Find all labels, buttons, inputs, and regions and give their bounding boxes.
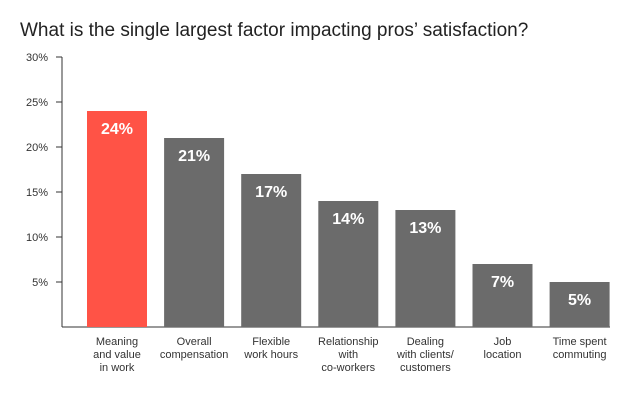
- data-label: 13%: [409, 220, 441, 237]
- data-label: 14%: [332, 211, 364, 228]
- data-label: 21%: [178, 148, 210, 165]
- x-category-label-line: and value: [93, 349, 141, 361]
- bars: [87, 111, 610, 327]
- bar: [318, 201, 379, 327]
- y-tick-label: 15%: [26, 187, 48, 199]
- x-category-label-line: Relationship: [318, 336, 379, 348]
- x-category-label-line: location: [484, 349, 522, 361]
- x-category-label: Meaning and value in work: [93, 336, 141, 374]
- x-category-label: Time spent commuting: [553, 336, 607, 361]
- x-category-label: Overall compensation: [160, 336, 229, 361]
- bar: [472, 264, 533, 327]
- y-tick-label: 5%: [32, 277, 48, 289]
- x-category-label-line: Overall: [177, 336, 212, 348]
- x-category-label-line: Job: [494, 336, 512, 348]
- x-category-label-line: compensation: [160, 349, 229, 361]
- x-category-label-line: work hours: [243, 349, 298, 361]
- x-category-label-line: co-workers: [321, 362, 375, 374]
- data-label: 24%: [101, 121, 133, 138]
- data-label: 7%: [491, 274, 514, 291]
- x-category-label-line: customers: [400, 362, 451, 374]
- bar: [395, 210, 456, 327]
- data-label: 5%: [568, 292, 591, 309]
- x-category-label: Job location: [484, 336, 522, 361]
- x-category-label-line: commuting: [553, 349, 607, 361]
- chart-title: What is the single largest factor impact…: [20, 20, 528, 41]
- x-category-label: Relationship with co-workers: [318, 336, 379, 374]
- x-category-label-line: Flexible: [252, 336, 290, 348]
- x-category-label-line: in work: [100, 362, 135, 374]
- data-labels: 24% 21% 17% 14% 13% 7% 5%: [101, 121, 591, 309]
- y-tick-label: 20%: [26, 142, 48, 154]
- data-label: 17%: [255, 184, 287, 201]
- bar: [164, 138, 225, 327]
- x-category-label-line: with clients/: [396, 349, 455, 361]
- y-tick-label: 25%: [26, 97, 48, 109]
- bar: [241, 174, 302, 327]
- bar: [87, 111, 147, 327]
- x-category-label: Flexible work hours: [243, 336, 298, 361]
- x-category-label-line: with: [338, 349, 359, 361]
- y-tick-label: 10%: [26, 232, 48, 244]
- x-category-label-line: Time spent: [553, 336, 607, 348]
- bar: [549, 282, 610, 327]
- x-axis-labels: Meaning and value in work Overall compensati…: [93, 336, 606, 374]
- x-category-label-line: Dealing: [407, 336, 444, 348]
- x-category-label-line: Meaning: [96, 336, 138, 348]
- x-category-label: Dealing with clients/customers: [396, 336, 455, 374]
- y-tick-label: 30%: [26, 52, 48, 64]
